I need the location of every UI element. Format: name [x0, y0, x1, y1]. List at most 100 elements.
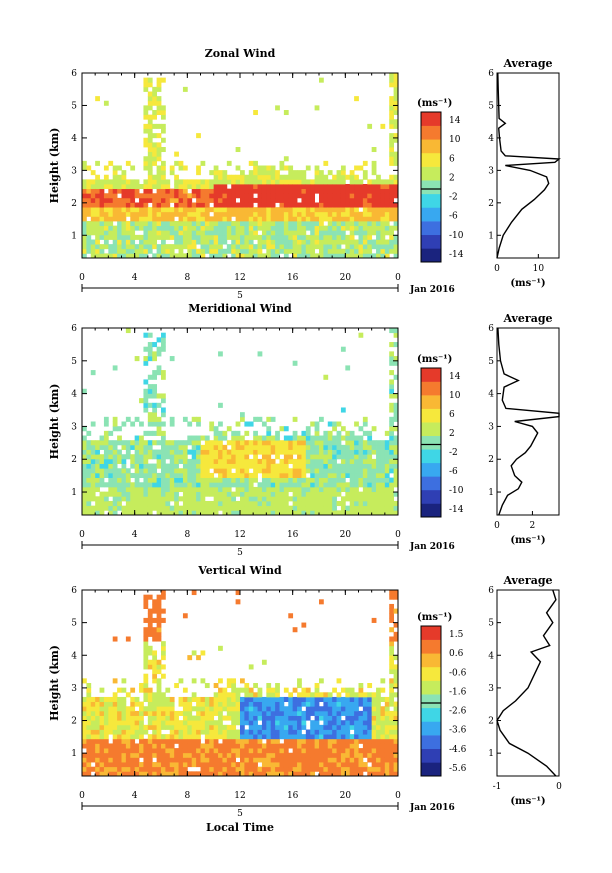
heatmap-cell — [213, 239, 219, 245]
heatmap-cell — [240, 510, 245, 516]
heatmap-cell — [112, 365, 118, 371]
heatmap-cell — [86, 211, 92, 217]
heatmap-cell — [86, 188, 92, 194]
average-x-tick-label: 10 — [533, 264, 545, 274]
heatmap-cell — [134, 762, 140, 768]
heatmap-cell — [231, 500, 237, 507]
colorbar-unit: (ms⁻¹) — [417, 612, 452, 623]
heatmap-cell — [389, 510, 395, 516]
heatmap-cell — [336, 710, 342, 716]
heatmap-cell — [253, 207, 258, 213]
heatmap-cell — [161, 174, 166, 180]
heatmap-cell — [297, 458, 302, 464]
heatmap-cell — [376, 496, 381, 502]
heatmap-cell — [362, 748, 368, 754]
heatmap-cell — [389, 402, 395, 408]
heatmap-cell — [244, 239, 250, 245]
heatmap-cell — [209, 170, 215, 176]
heatmap-cell — [204, 477, 210, 483]
heatmap-cell — [161, 696, 166, 702]
heatmap-cell — [305, 505, 311, 511]
heatmap-cell — [95, 729, 100, 735]
heatmap-cell — [297, 444, 302, 450]
heatmap-cell — [323, 184, 329, 190]
heatmap-cell — [156, 505, 162, 511]
heatmap-cell — [231, 743, 237, 749]
heatmap-cell — [340, 752, 346, 758]
heatmap-cell — [244, 696, 250, 702]
heatmap-cell — [161, 486, 166, 493]
heatmap-cell — [95, 505, 100, 511]
heatmap-cell — [244, 207, 250, 213]
y-tick-label: 3 — [71, 684, 77, 694]
heatmap-cell — [270, 234, 276, 240]
heatmap-cell — [275, 500, 280, 507]
heatmap-cell — [389, 738, 395, 744]
heatmap-cell — [292, 500, 298, 507]
heatmap-cell — [362, 170, 368, 176]
heatmap-cell — [376, 762, 381, 768]
heatmap-cell — [134, 752, 140, 758]
heatmap-cell — [222, 202, 228, 208]
heatmap-cell — [393, 631, 399, 637]
heatmap-cell — [90, 444, 96, 450]
heatmap-cell — [103, 211, 109, 217]
heatmap-cell — [226, 748, 232, 754]
heatmap-cell — [86, 496, 92, 502]
heatmap-cell — [257, 416, 263, 422]
heatmap-cell — [362, 197, 368, 203]
heatmap-cell — [218, 692, 223, 698]
heatmap-cell — [266, 416, 272, 422]
heatmap-cell — [134, 416, 140, 422]
heatmap-cell — [99, 211, 105, 217]
heatmap-cell — [165, 496, 171, 502]
heatmap-cell — [336, 468, 342, 474]
heatmap-cell — [143, 346, 149, 352]
heatmap-cell — [108, 706, 114, 712]
heatmap-cell — [305, 477, 311, 483]
heatmap-cell — [301, 743, 307, 749]
heatmap-cell — [380, 715, 386, 721]
heatmap-cell — [165, 715, 171, 721]
heatmap-cell — [204, 244, 210, 250]
heatmap-cell — [292, 211, 298, 217]
heatmap-cell — [327, 752, 333, 758]
average-x-label: (ms⁻¹) — [510, 535, 545, 546]
heatmap-cell — [283, 234, 289, 240]
heatmap-cell — [196, 715, 201, 721]
heatmap-cell — [279, 449, 285, 455]
heatmap-cell — [384, 748, 390, 754]
heatmap-cell — [332, 738, 337, 744]
heatmap-cell — [323, 720, 329, 726]
heatmap-cell — [362, 216, 368, 222]
heatmap-cell — [147, 207, 153, 213]
heatmap-cell — [178, 248, 184, 254]
heatmap-cell — [121, 193, 127, 199]
heatmap-cell — [134, 463, 140, 469]
heatmap-cell — [90, 179, 96, 185]
heatmap-cell — [367, 244, 373, 250]
heatmap-cell — [279, 472, 285, 478]
heatmap-cell — [266, 477, 272, 483]
heatmap-cell — [222, 743, 228, 749]
heatmap-cell — [112, 170, 118, 176]
heatmap-cell — [310, 193, 316, 199]
heatmap-cell — [384, 477, 390, 483]
heatmap-cell — [367, 491, 373, 497]
heatmap-cell — [121, 202, 127, 208]
heatmap-cell — [235, 720, 241, 726]
heatmap-cell — [204, 724, 210, 730]
heatmap-cell — [358, 729, 364, 735]
heatmap-cell — [240, 188, 245, 194]
heatmap-cell — [95, 724, 100, 730]
heatmap-cell — [222, 692, 228, 698]
heatmap-cell — [283, 766, 289, 772]
heatmap-cell — [103, 706, 109, 712]
heatmap-cell — [108, 701, 114, 707]
heatmap-cell — [279, 444, 285, 450]
heatmap-cell — [240, 766, 245, 772]
heatmap-cell — [292, 743, 298, 749]
heatmap-cell — [231, 692, 237, 698]
heatmap-cell — [319, 458, 324, 464]
heatmap-cell — [283, 454, 289, 460]
